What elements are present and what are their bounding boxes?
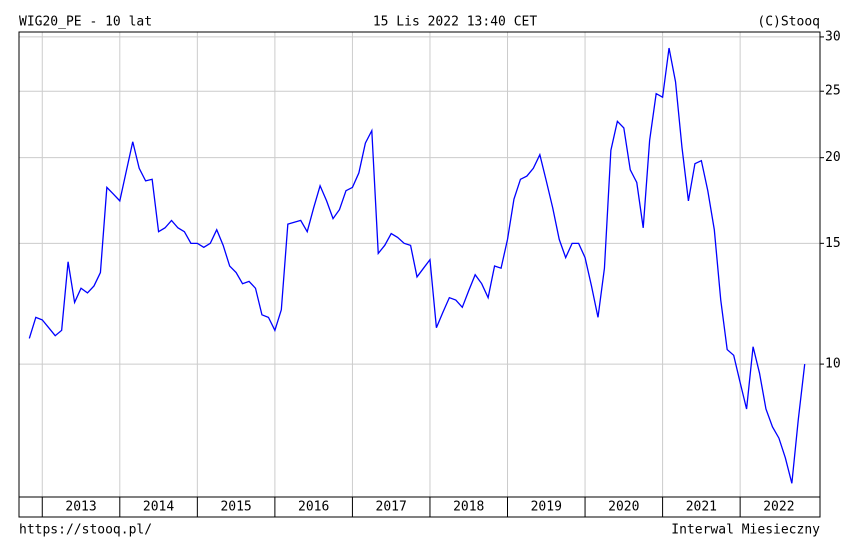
x-tick-label: 2021 [686, 500, 717, 515]
x-tick-label: 2017 [376, 500, 407, 515]
x-axis-strip [18, 496, 821, 518]
x-tick-label: 2019 [531, 500, 562, 515]
x-tick-label: 2013 [65, 500, 96, 515]
copyright: (C)Stooq [757, 15, 820, 30]
source-url: https://stooq.pl/ [19, 523, 152, 538]
x-tick-label: 2022 [763, 500, 794, 515]
x-tick-label: 2014 [143, 500, 174, 515]
x-tick-label: 2020 [608, 500, 639, 515]
y-tick-label: 30 [825, 29, 841, 44]
y-tick-label: 25 [825, 84, 841, 99]
y-tick-label: 10 [825, 357, 841, 372]
x-tick-label: 2018 [453, 500, 484, 515]
interval-label: Interwal Miesieczny [671, 523, 820, 538]
data-line [28, 47, 806, 484]
y-tick-label: 15 [825, 236, 841, 251]
x-tick-label: 2015 [220, 500, 251, 515]
chart-title: WIG20_PE - 10 lat [19, 15, 152, 30]
x-tick-label: 2016 [298, 500, 329, 515]
chart-date: 15 Lis 2022 13:40 CET [373, 15, 538, 30]
y-tick-label: 20 [825, 150, 841, 165]
